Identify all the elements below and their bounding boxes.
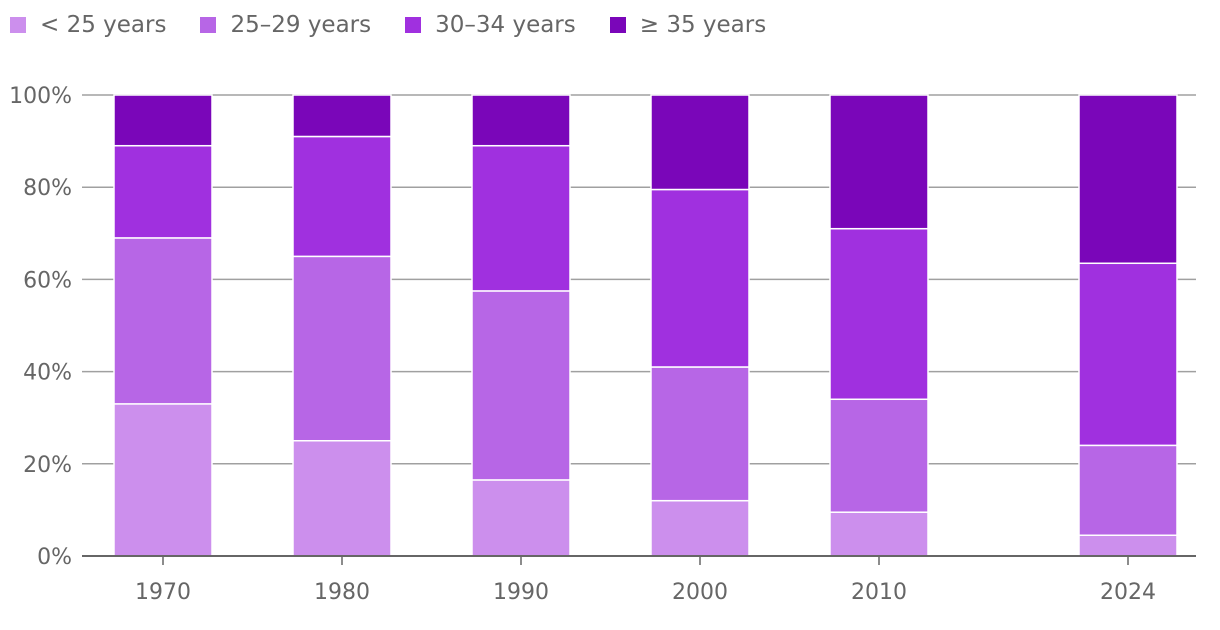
x-tick-label: 2024	[1100, 580, 1156, 605]
x-tick-label: 1980	[314, 580, 370, 605]
legend-label-35-plus: ≥ 35 years	[639, 12, 767, 38]
bar-segment	[113, 144, 213, 239]
legend-swatch-35-plus	[609, 17, 626, 33]
legend-swatch-30-34	[405, 17, 422, 33]
axes	[82, 555, 1196, 565]
bar-segment	[292, 135, 392, 258]
bar-segment	[113, 403, 213, 557]
bar-segment	[650, 366, 750, 502]
legend-label-under-25: < 25 years	[40, 12, 167, 38]
bar-segment	[292, 255, 392, 442]
legend-label-30-34: 30–34 years	[435, 12, 576, 38]
legend-swatch-25-29	[200, 17, 217, 33]
y-tick-label: 80%	[23, 176, 72, 201]
x-tick-label: 1970	[135, 580, 191, 605]
bar-segment	[1078, 444, 1178, 537]
legend-item-25-29: 25–29 years	[200, 12, 371, 38]
x-tick-label: 2000	[672, 580, 728, 605]
bar-segment	[650, 188, 750, 368]
bar-segment	[1078, 94, 1178, 265]
bar-segment	[292, 94, 392, 138]
bar-segment	[113, 237, 213, 405]
y-tick-label: 20%	[23, 453, 72, 478]
bar-segment	[829, 398, 929, 513]
bar-segment	[471, 479, 571, 557]
bar-segment	[471, 94, 571, 147]
bar-segment	[1078, 534, 1178, 557]
bar-segment	[292, 440, 392, 557]
legend-item-35-plus: ≥ 35 years	[609, 12, 767, 38]
y-tick-label: 40%	[23, 361, 72, 386]
bars	[113, 94, 1178, 557]
bar-segment	[829, 511, 929, 557]
y-tick-label: 0%	[37, 545, 72, 570]
x-tick-label: 2010	[851, 580, 907, 605]
y-tick-label: 100%	[9, 84, 72, 109]
tick-labels: 0% 20% 40% 60% 80% 100% 1970 1980 1990 2000 2010 20…	[9, 84, 1156, 605]
legend-item-30-34: 30–34 years	[405, 12, 576, 38]
bar-segment	[1078, 262, 1178, 447]
legend: < 25 years 25–29 years 30–34 years ≥ 35 …	[10, 12, 800, 38]
bar-segment	[471, 144, 571, 292]
legend-item-under-25: < 25 years	[10, 12, 166, 38]
legend-label-25-29: 25–29 years	[230, 12, 372, 38]
gridlines	[82, 94, 1196, 465]
bar-segment	[113, 94, 213, 147]
legend-swatch-under-25	[10, 17, 26, 33]
x-tick-label: 1990	[493, 580, 549, 605]
bar-segment	[650, 499, 750, 557]
bar-segment	[829, 94, 929, 230]
bar-segment	[829, 227, 929, 401]
y-tick-label: 60%	[23, 268, 72, 293]
bar-segment	[650, 94, 750, 191]
bar-segment	[471, 290, 571, 481]
